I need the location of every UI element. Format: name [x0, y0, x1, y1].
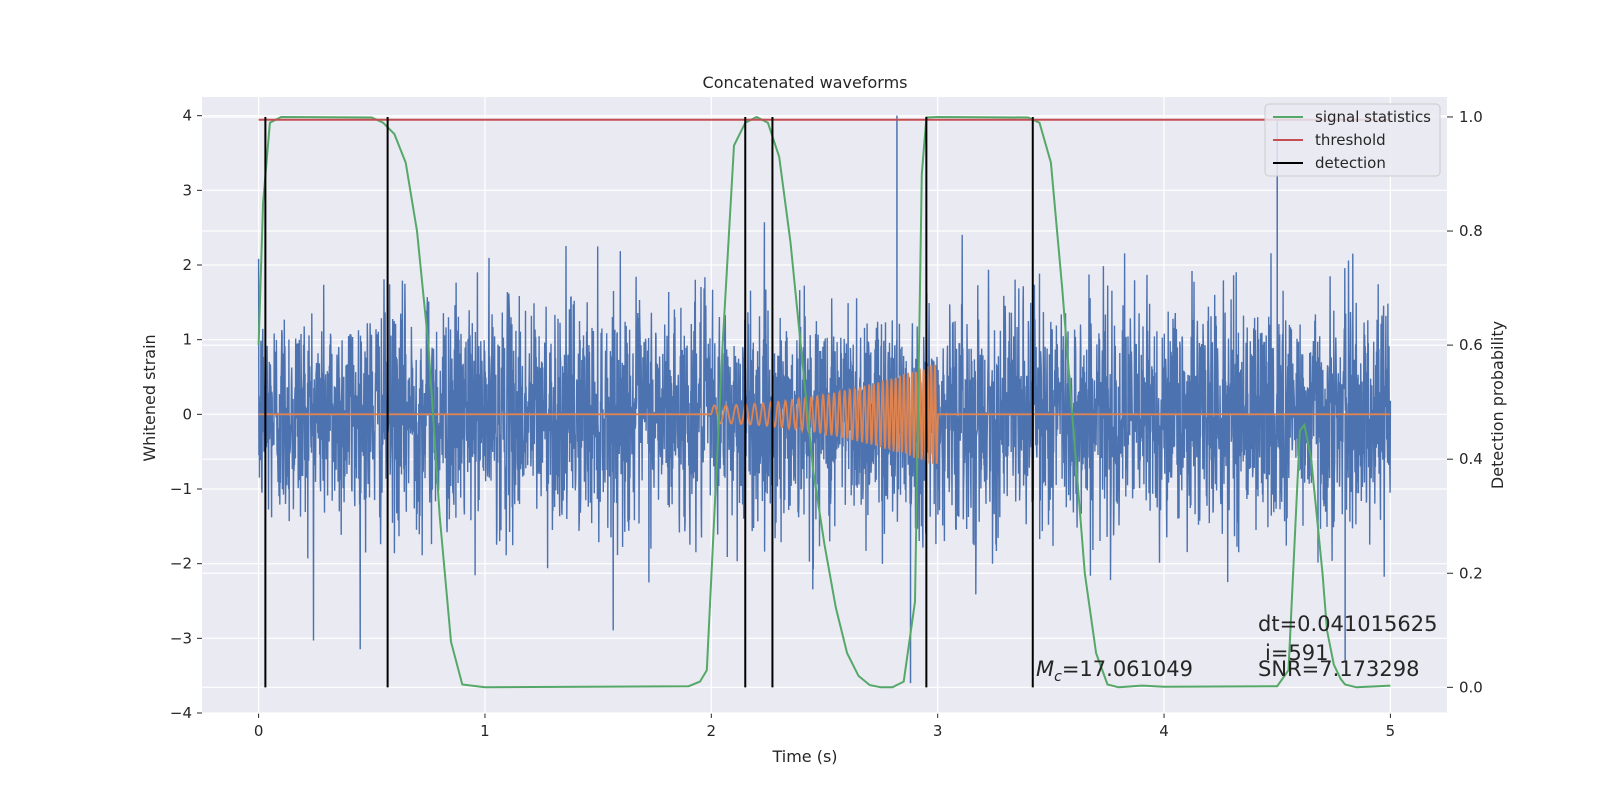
y-axis-label: Whitened strain — [140, 334, 159, 461]
y-tick-label: 3 — [182, 181, 192, 199]
index-annotation: i=591 — [1265, 641, 1329, 665]
x-tick-label: 4 — [1159, 722, 1169, 740]
legend-label-threshold: threshold — [1315, 131, 1386, 149]
y-tick-label: −3 — [170, 629, 192, 647]
y-tick-label: 1 — [182, 331, 192, 349]
annotations: Mc=17.061049 dt=0.041015625 i=591 SNR=7.… — [1036, 612, 1437, 685]
chart-title: Concatenated waveforms — [703, 73, 908, 92]
axes-labels: Concatenated waveforms Time (s) Whitened… — [140, 73, 1507, 766]
y2-axis-label: Detection probability — [1488, 321, 1507, 489]
y2-tick-label: 0.4 — [1459, 450, 1483, 468]
x-tick-label: 3 — [933, 722, 943, 740]
y-tick-label: −2 — [170, 555, 192, 573]
x-tick-label: 2 — [707, 722, 717, 740]
legend-label-signal-statistics: signal statistics — [1315, 108, 1431, 126]
chirp-mass-value: =17.061049 — [1062, 657, 1193, 681]
series-template-line — [258, 364, 1391, 465]
y-tick-label: 4 — [182, 107, 192, 125]
chirp-mass-subscript: c — [1054, 669, 1062, 685]
x-axis-label: Time (s) — [771, 747, 837, 766]
y-tick-label: −4 — [170, 704, 192, 722]
y-tick-label: 2 — [182, 256, 192, 274]
y2-tick-label: 0.8 — [1459, 222, 1483, 240]
x-tick-label: 0 — [254, 722, 264, 740]
series-group — [257, 115, 1392, 689]
legend-box — [1264, 103, 1441, 177]
series-signal-statistics-line — [257, 115, 1391, 689]
y-tick-label: 0 — [182, 405, 192, 423]
x-tick-label: 5 — [1386, 722, 1396, 740]
x-tick-label: 1 — [480, 722, 490, 740]
plot-area: 0 1 2 3 4 5 −4 −3 −2 −1 0 1 2 3 4 0.0 0.2 0.4 0.6 0.8 1.0 — [170, 97, 1483, 740]
legend: signal statistics threshold detection — [1264, 103, 1441, 177]
y2-tick-label: 0.6 — [1459, 336, 1483, 354]
snr-annotation: SNR=7.173298 — [1258, 657, 1419, 681]
dt-annotation: dt=0.041015625 — [1258, 612, 1437, 636]
y2-tick-label: 0.0 — [1459, 678, 1483, 696]
legend-label-detection: detection — [1315, 154, 1386, 172]
series-strain-line — [257, 222, 1392, 650]
y-tick-label: −1 — [170, 480, 192, 498]
chirp-mass-symbol: M — [1036, 657, 1054, 681]
chirp-mass-annotation: Mc=17.061049 — [1036, 657, 1193, 685]
y2-tick-label: 1.0 — [1459, 108, 1483, 126]
y2-tick-label: 0.2 — [1459, 564, 1483, 582]
